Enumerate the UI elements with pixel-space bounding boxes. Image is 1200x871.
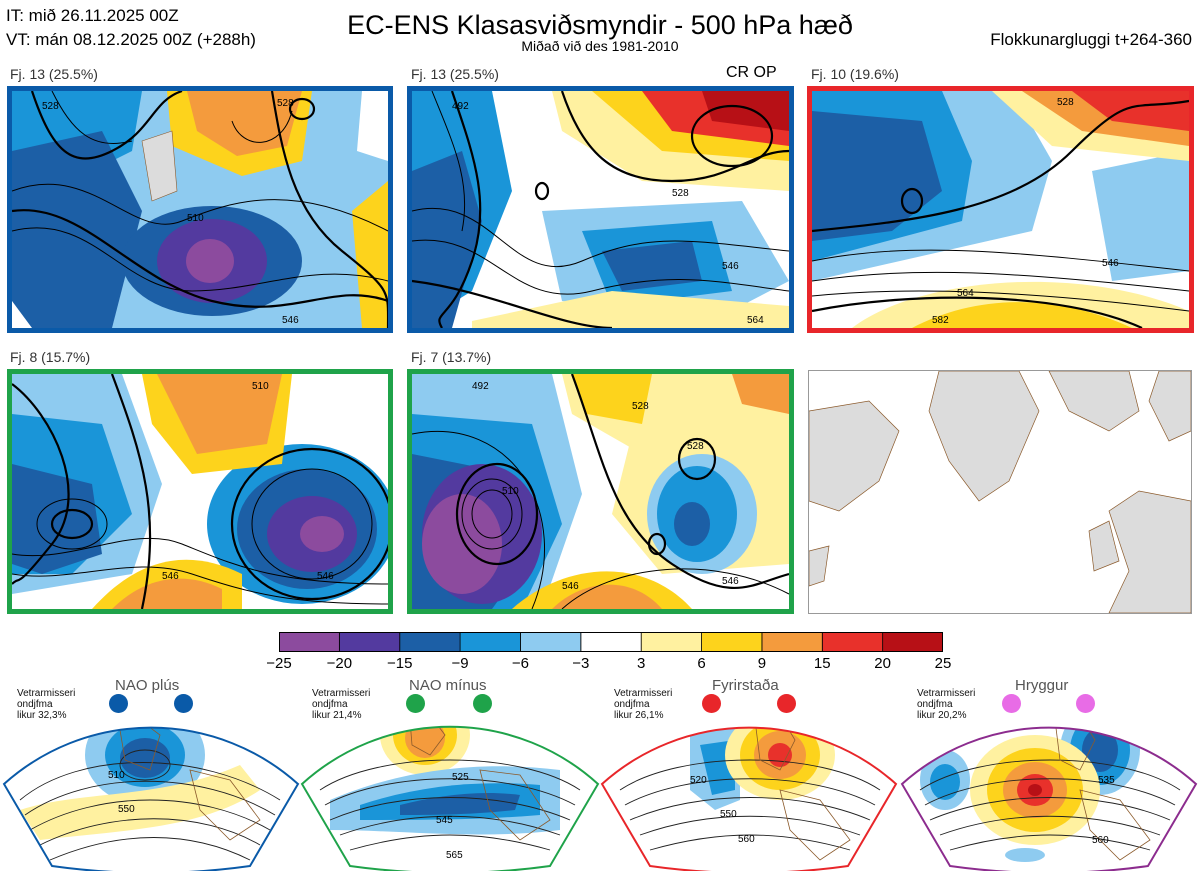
colorbar-tick-label: −3 [572,655,590,672]
contour-label: 565 [446,850,463,861]
contour-label: 492 [452,101,469,112]
contour-label: 582 [932,315,949,326]
contour-label: 510 [187,213,204,224]
regime-dot [109,694,128,713]
colorbar-swatch [640,631,702,653]
colorbar-tick-label: 3 [637,655,646,672]
colorbar-swatch [459,631,521,653]
panel-label: Fj. 8 (15.7%) [10,349,91,365]
colorbar-tick-label: 25 [934,655,952,672]
contour-label: 546 [282,315,299,326]
regime-dot [1076,694,1095,713]
colorbar-swatch [821,631,884,653]
colorbar-tick-label: −25 [266,655,292,672]
contour-label: 528 [1057,97,1074,108]
regime-name: Hryggur [1015,677,1069,694]
colorbar-tick-label: −20 [326,655,353,672]
regime-probability: Vetrarmisseri ondjfma likur 26,1% [614,688,673,721]
valid-time: VT: mán 08.12.2025 00Z (+288h) [6,30,256,49]
contour-label: 546 [722,261,739,272]
contour-label: 510 [502,486,519,497]
regime-map-nao-minus: 525 545 565 [302,726,598,871]
regime-dot [1002,694,1021,713]
page-title: EC-ENS Klasasviðsmyndir - 500 hPa hæð [347,10,853,40]
colorbar-swatch [761,631,823,653]
cluster-map-1: 528 528 510 546 [7,86,393,333]
panel-label: Fj. 13 (25.5%) [411,66,499,82]
contour-label: 528 [672,188,689,199]
contour-label: 510 [108,770,125,781]
contour-label: 550 [118,804,135,815]
regime-probability: Vetrarmisseri ondjfma likur 32,3% [17,688,76,721]
contour-label: 546 [722,576,739,587]
colorbar-tick-label: −6 [511,655,530,672]
contour-label: 546 [317,571,334,582]
regime-dot [406,694,425,713]
control-run-tag: CR OP [726,64,777,81]
classification-window: Flokkunargluggi t+264-360 [990,30,1192,49]
regime-map-nao-plus: 510 550 [4,727,298,871]
contour-label: 528 [687,441,704,452]
colorbar-tick-label: −9 [451,655,469,672]
contour-label: 546 [162,571,179,582]
regime-dot [174,694,193,713]
contour-label: 546 [562,581,579,592]
colorbar-tick-label: 9 [757,655,767,672]
colorbar-swatch [701,631,763,653]
contour-label: 550 [720,809,737,820]
colorbar-swatch [278,631,340,653]
regime-map-ridge: 505 535 560 [902,727,1196,871]
colorbar-swatch [580,631,642,653]
colorbar-tick-label: 6 [697,655,706,672]
regime-name: NAO mínus [409,677,487,694]
regime-dot [473,694,492,713]
regime-dot [777,694,796,713]
colorbar-swatch [399,631,461,653]
contour-label: 560 [1092,835,1109,846]
colorbar-swatch [882,631,944,653]
cluster-map-3: 528 546 564 582 [807,86,1194,333]
contour-label: 545 [436,815,453,826]
regime-dot [702,694,721,713]
colorbar [278,631,944,657]
panel-label: Fj. 13 (25.5%) [10,66,98,82]
contour-label: 564 [957,288,974,299]
panel-label: Fj. 10 (19.6%) [811,66,899,82]
regime-map-blocking: 520 550 560 [602,727,896,871]
regime-name: Fyrirstaða [712,677,779,694]
initial-time: IT: mið 26.11.2025 00Z [6,6,179,25]
regime-probability: Vetrarmisseri ondjfma likur 20,2% [917,688,976,721]
page-subtitle: Miðað við des 1981-2010 [521,38,679,54]
contour-label: 564 [747,315,764,326]
contour-label: 510 [252,381,269,392]
contour-label: 528 [42,101,59,112]
regime-name: NAO plús [115,677,180,694]
colorbar-tick-label: 15 [813,655,831,672]
colorbar-tick-label: −15 [386,655,413,672]
contour-label: 560 [738,834,755,845]
cluster-map-5: 492 528 528 510 546 546 [407,369,794,614]
contour-label: 546 [1102,258,1119,269]
regime-maps: 510 550 525 545 565 [2,725,1198,871]
colorbar-tick-label: 20 [874,655,891,672]
contour-label: 520 [690,775,707,786]
contour-label: 492 [472,381,489,392]
contour-label: 525 [452,772,469,783]
cluster-map-4: 510 546 546 [7,369,393,614]
contour-label: 528 [632,401,649,412]
contour-label: 528 [277,98,294,109]
colorbar-swatch [520,631,582,653]
regime-probability: Vetrarmisseri ondjfma likur 21,4% [312,688,371,721]
cluster-map-2: 492 528 546 564 [407,86,794,333]
panel-label: Fj. 7 (13.7%) [411,349,492,365]
empty-basemap [808,370,1192,614]
contour-label: 535 [1098,775,1115,786]
colorbar-swatch [338,631,401,653]
